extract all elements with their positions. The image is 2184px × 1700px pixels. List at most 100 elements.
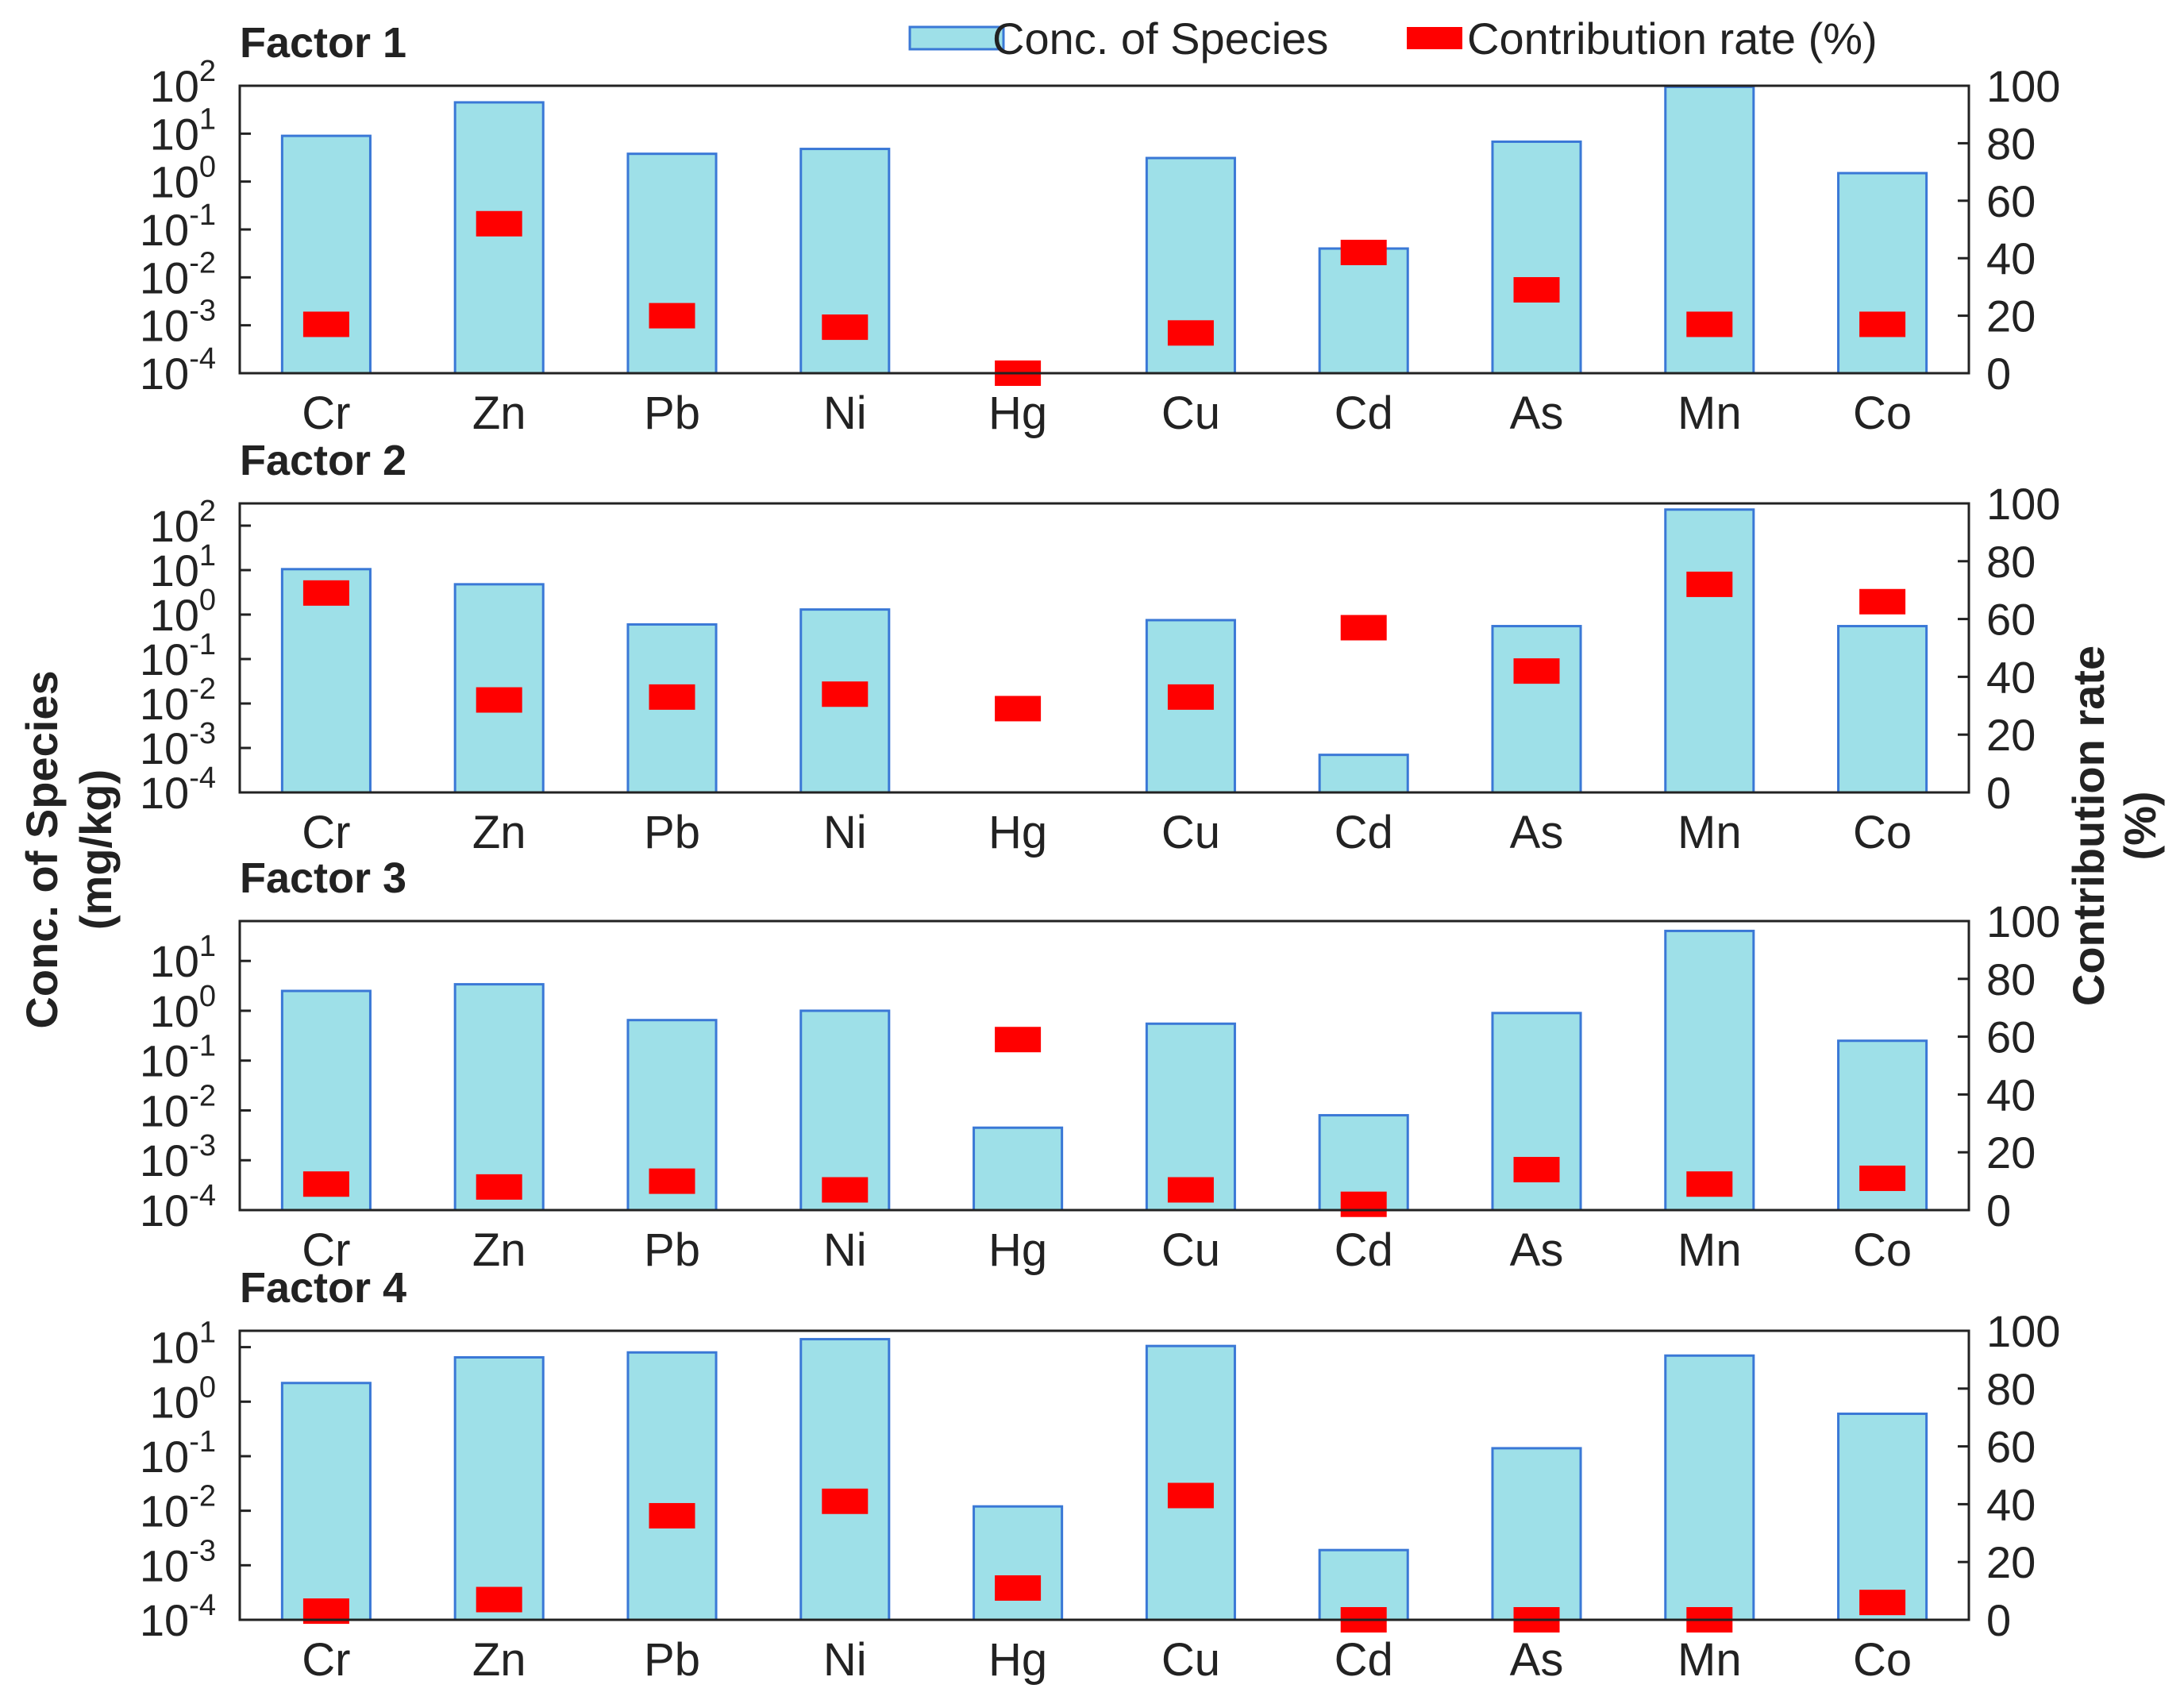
right-axis-title-line2: (%) [2115, 791, 2165, 860]
marker-Co [1859, 311, 1906, 337]
left-tick-label: 100 [150, 151, 216, 207]
category-label-Cu: Cu [1161, 1634, 1220, 1686]
category-label-As: As [1510, 387, 1564, 439]
left-tick-label: 101 [150, 930, 216, 986]
plot-frame [238, 502, 1970, 794]
category-label-As: As [1510, 807, 1564, 858]
marker-Cd [1340, 1191, 1387, 1217]
category-label-Co: Co [1853, 807, 1912, 858]
marker-Cd [1340, 239, 1387, 265]
bar-Co [1837, 172, 1928, 375]
left-tick-label: 10-4 [140, 761, 216, 818]
marker-As [1513, 1157, 1560, 1183]
marker-Hg [995, 1027, 1042, 1053]
marker-Mn [1686, 571, 1733, 597]
right-tick-label: 100 [1986, 479, 2060, 529]
bar-Mn [1664, 929, 1755, 1212]
panels-layer: Factor 110-410-310-210-11001011020204060… [140, 19, 2061, 1686]
right-tick-label: 80 [1986, 1364, 2036, 1414]
panel-1: Factor 110-410-310-210-11001011020204060… [140, 19, 2061, 439]
right-tick-label: 40 [1986, 1479, 2036, 1529]
marker-Zn [476, 1174, 522, 1200]
left-tick-label: 10-2 [140, 246, 216, 303]
left-tick-label: 101 [150, 539, 216, 596]
left-tick-label: 101 [150, 1316, 216, 1373]
panel-title: Factor 1 [240, 19, 406, 67]
category-label-Co: Co [1853, 1634, 1912, 1686]
bar-Pb [626, 152, 718, 375]
panel-title: Factor 4 [240, 1264, 406, 1312]
right-tick-label: 80 [1986, 118, 2036, 168]
left-axis-title-line2: (mg/kg) [71, 769, 121, 930]
right-tick-label: 0 [1986, 349, 2011, 399]
panel-4: Factor 410-410-310-210-11001010204060801… [140, 1264, 2061, 1686]
category-label-Cd: Cd [1335, 1634, 1393, 1686]
left-tick-label: 100 [150, 980, 216, 1036]
marker-Cu [1167, 1177, 1214, 1203]
left-tick-label: 10-3 [140, 717, 216, 773]
marker-Cr [302, 580, 349, 606]
category-label-Cd: Cd [1335, 1224, 1393, 1276]
left-tick-label: 10-1 [140, 1425, 216, 1482]
category-label-Cr: Cr [302, 1224, 350, 1276]
bar-Cd [1318, 754, 1409, 794]
left-tick-label: 10-3 [140, 1129, 216, 1185]
left-tick-label: 10-1 [140, 199, 216, 255]
right-axis-title-line1: Contribution rate [2063, 646, 2113, 1006]
marker-Zn [476, 210, 522, 237]
right-tick-label: 100 [1986, 1306, 2060, 1356]
marker-Co [1859, 1165, 1906, 1191]
legend-bar-swatch [908, 25, 1005, 51]
marker-Cd [1340, 615, 1387, 641]
category-label-Pb: Pb [644, 1634, 700, 1686]
bar-Cd [1318, 247, 1409, 375]
bar-As [1491, 1447, 1582, 1621]
category-label-Pb: Pb [644, 1224, 700, 1276]
right-tick-label: 0 [1986, 768, 2011, 818]
bar-Mn [1664, 508, 1755, 794]
marker-Ni [822, 1177, 869, 1203]
marker-Pb [649, 1502, 695, 1528]
left-axis-title-line1: Conc. of Species [17, 670, 67, 1028]
marker-Ni [822, 1488, 869, 1514]
left-tick-label: 10-1 [140, 1030, 216, 1086]
marker-Hg [995, 696, 1042, 722]
category-label-Mn: Mn [1677, 1224, 1742, 1276]
category-label-Cd: Cd [1335, 387, 1393, 439]
marker-Ni [822, 681, 869, 707]
right-tick-label: 40 [1986, 233, 2036, 283]
legend-marker-swatch [1407, 27, 1462, 49]
marker-Cu [1167, 684, 1214, 710]
right-tick-label: 60 [1986, 595, 2036, 645]
category-label-Co: Co [1853, 1224, 1912, 1276]
category-label-Cu: Cu [1161, 807, 1220, 858]
left-tick-label: 10-2 [140, 673, 216, 729]
marker-Co [1859, 588, 1906, 615]
bar-As [1491, 140, 1582, 375]
category-label-Zn: Zn [472, 807, 526, 858]
right-tick-label: 80 [1986, 537, 2036, 587]
left-tick-label: 101 [150, 102, 216, 159]
left-tick-label: 10-2 [140, 1079, 216, 1135]
right-tick-label: 20 [1986, 1537, 2036, 1587]
bar-Cr [280, 134, 372, 375]
category-label-Cd: Cd [1335, 807, 1393, 858]
category-label-Zn: Zn [472, 1224, 526, 1276]
marker-Pb [649, 303, 695, 329]
category-label-Pb: Pb [644, 807, 700, 858]
marker-Pb [649, 1168, 695, 1194]
category-label-Cu: Cu [1161, 387, 1220, 439]
category-label-Zn: Zn [472, 1634, 526, 1686]
category-label-Pb: Pb [644, 387, 700, 439]
category-label-Cr: Cr [302, 807, 350, 858]
right-tick-label: 40 [1986, 1070, 2036, 1120]
marker-Cu [1167, 1482, 1214, 1509]
panel-2: Factor 210-410-310-210-11001011020204060… [140, 437, 2061, 858]
category-label-Co: Co [1853, 387, 1912, 439]
right-tick-label: 0 [1986, 1595, 2011, 1645]
marker-Cr [302, 311, 349, 337]
right-tick-label: 20 [1986, 291, 2036, 341]
marker-Zn [476, 1586, 522, 1613]
category-label-Cu: Cu [1161, 1224, 1220, 1276]
left-tick-label: 10-4 [140, 1589, 216, 1645]
